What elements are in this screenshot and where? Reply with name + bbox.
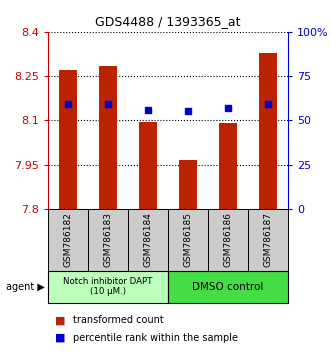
Text: ■: ■ <box>55 333 65 343</box>
Bar <box>99 66 117 209</box>
Bar <box>88 209 128 271</box>
Text: DMSO control: DMSO control <box>192 282 264 292</box>
Text: transformed count: transformed count <box>73 315 164 325</box>
Text: GSM786185: GSM786185 <box>183 212 193 267</box>
Bar <box>179 160 197 209</box>
Text: GSM786183: GSM786183 <box>104 212 113 267</box>
Text: agent ▶: agent ▶ <box>6 282 45 292</box>
Bar <box>128 209 168 271</box>
Bar <box>48 271 168 303</box>
Text: GSM786187: GSM786187 <box>263 212 272 267</box>
Text: Notch inhibitor DAPT
(10 μM.): Notch inhibitor DAPT (10 μM.) <box>63 277 153 296</box>
Bar <box>48 209 88 271</box>
Text: percentile rank within the sample: percentile rank within the sample <box>73 333 238 343</box>
Bar <box>168 209 208 271</box>
Bar <box>59 70 77 209</box>
Bar <box>248 209 288 271</box>
Title: GDS4488 / 1393365_at: GDS4488 / 1393365_at <box>95 15 241 28</box>
Text: GSM786184: GSM786184 <box>143 212 153 267</box>
Bar <box>208 209 248 271</box>
Bar <box>139 122 157 209</box>
Text: ■: ■ <box>55 315 65 325</box>
Bar <box>219 123 237 209</box>
Bar <box>168 271 288 303</box>
Text: GSM786182: GSM786182 <box>64 212 72 267</box>
Bar <box>259 52 277 209</box>
Text: GSM786186: GSM786186 <box>223 212 232 267</box>
